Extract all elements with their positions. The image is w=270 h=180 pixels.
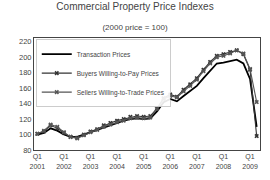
svg-text:Buyers Willing-to-Pay Prices: Buyers Willing-to-Pay Prices <box>77 70 160 78</box>
svg-text:Commercial Property Price Inde: Commercial Property Price Indexes <box>56 1 213 12</box>
svg-text:Q12009: Q12009 <box>242 153 258 169</box>
svg-text:200: 200 <box>19 53 32 62</box>
svg-text:Q12002: Q12002 <box>56 153 72 169</box>
svg-text:Q12001: Q12001 <box>30 153 46 169</box>
svg-text:140: 140 <box>19 99 32 108</box>
svg-text:Sellers Willing-to-Trade Price: Sellers Willing-to-Trade Prices <box>77 89 165 97</box>
svg-text:Transaction Prices: Transaction Prices <box>77 51 131 58</box>
svg-text:80: 80 <box>23 146 31 155</box>
svg-text:220: 220 <box>19 37 32 46</box>
svg-text:120: 120 <box>19 115 32 124</box>
svg-text:Q12003: Q12003 <box>83 153 99 169</box>
svg-text:160: 160 <box>19 84 32 93</box>
svg-text:Q12008: Q12008 <box>216 153 232 169</box>
svg-text:Q12005: Q12005 <box>136 153 152 169</box>
svg-text:100: 100 <box>19 130 32 139</box>
svg-text:Q12004: Q12004 <box>109 153 125 169</box>
svg-text:Q12006: Q12006 <box>162 153 178 169</box>
svg-text:Q12007: Q12007 <box>189 153 205 169</box>
svg-text:(2000 price = 100): (2000 price = 100) <box>102 23 167 32</box>
svg-text:180: 180 <box>19 68 32 77</box>
